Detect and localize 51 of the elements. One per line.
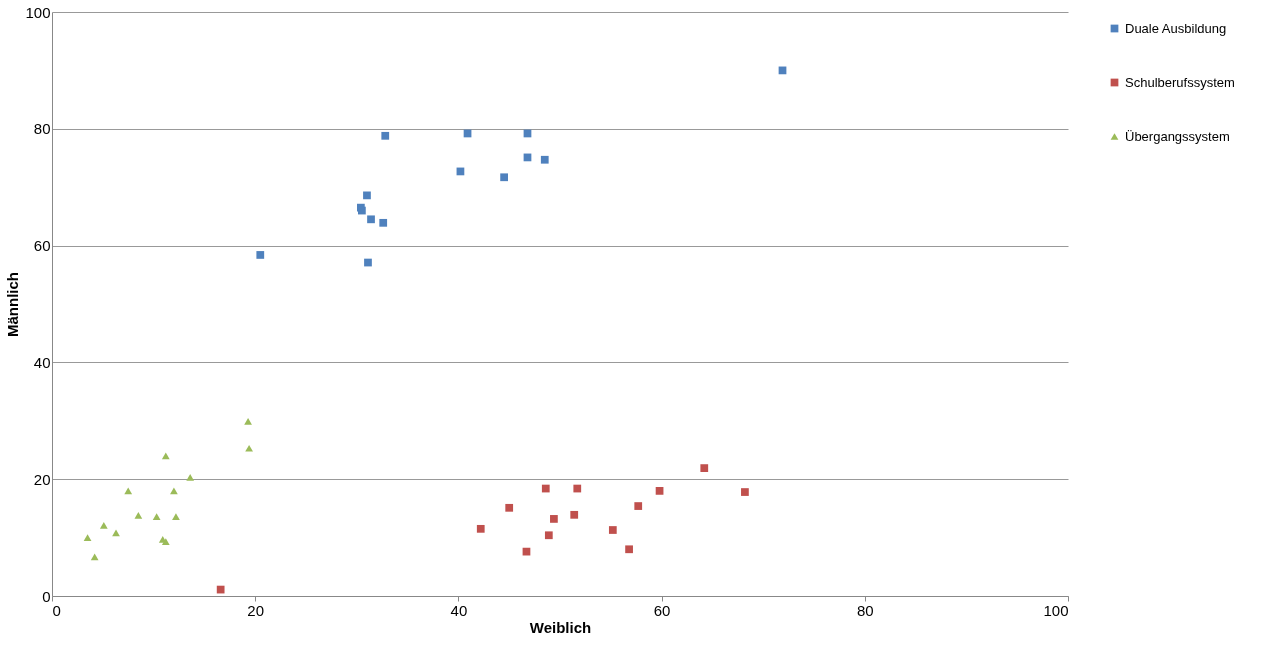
y-tick-label: 20 <box>33 470 51 488</box>
point <box>172 513 180 520</box>
point <box>170 487 178 495</box>
point <box>550 515 558 523</box>
point <box>379 218 388 227</box>
point <box>476 524 485 533</box>
legend-label: Duale Ausbildung <box>1125 20 1227 36</box>
x-tick-label: 80 <box>856 601 874 619</box>
point <box>573 484 582 493</box>
point <box>244 418 252 425</box>
point <box>256 251 265 259</box>
point <box>381 131 390 140</box>
point <box>500 173 508 182</box>
y-tick-label: 100 <box>25 3 51 21</box>
x-tick-label: 40 <box>450 601 468 619</box>
point <box>700 464 709 472</box>
point <box>152 513 161 520</box>
y-tick-label: 0 <box>42 587 51 605</box>
point <box>541 484 550 493</box>
point <box>90 553 99 561</box>
point <box>367 215 375 224</box>
point <box>216 585 225 594</box>
point <box>741 488 749 496</box>
point <box>186 474 195 481</box>
point <box>655 487 664 495</box>
x-tick-label: 100 <box>1043 601 1069 619</box>
x-axis-title: Weiblich <box>529 618 592 636</box>
point <box>161 452 170 460</box>
x-tick-label: 20 <box>247 601 265 619</box>
point <box>99 521 108 529</box>
point <box>625 545 633 554</box>
point <box>505 503 514 512</box>
point <box>124 487 133 495</box>
y-tick-label: 60 <box>33 237 51 255</box>
point <box>245 444 253 452</box>
y-tick-label: 80 <box>33 120 51 138</box>
y-axis-title: Männlich <box>4 271 22 338</box>
point <box>544 531 553 540</box>
point <box>112 529 120 537</box>
legend-label: Schulberufssystem <box>1125 74 1235 90</box>
point <box>83 534 92 541</box>
point <box>540 155 549 164</box>
y-tick-label: 40 <box>33 353 51 371</box>
x-tick-label: 60 <box>653 601 671 619</box>
point <box>364 258 372 267</box>
point <box>134 512 143 519</box>
point <box>634 502 643 510</box>
point <box>363 191 371 200</box>
point <box>570 510 579 519</box>
point <box>608 526 617 534</box>
legend-label: Übergangssystem <box>1125 128 1230 144</box>
